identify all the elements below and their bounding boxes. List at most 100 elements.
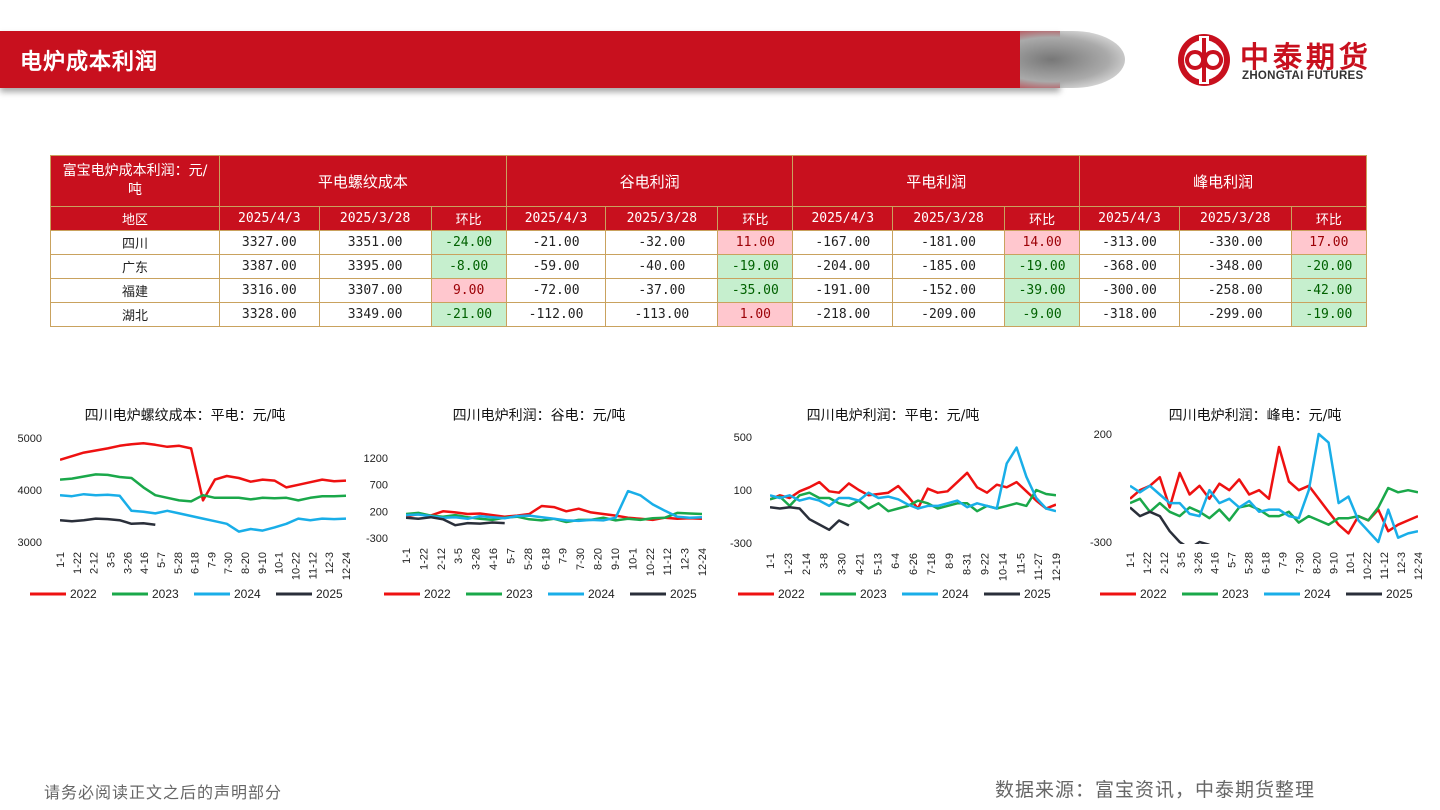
x-tick-label: 10-22 bbox=[291, 552, 303, 580]
col-date-prev: 2025/3/28 bbox=[892, 206, 1006, 231]
x-tick-label: 3-5 bbox=[105, 552, 117, 568]
chart-sichuan-valley-profit: 四川电炉利润：谷电：元/吨 -300 200 700 1200 1-1 1-22 2-12 3-… bbox=[362, 400, 712, 615]
x-tick-label: 5-7 bbox=[156, 552, 168, 568]
x-tick-label: 8-20 bbox=[1311, 552, 1323, 574]
region-cell: 广东 bbox=[50, 254, 220, 279]
x-tick-label: 6-18 bbox=[540, 548, 552, 570]
x-tick-label: 10-1 bbox=[1345, 552, 1357, 574]
x-tick-label: 12-3 bbox=[1396, 552, 1408, 574]
y-tick-label: -300 bbox=[730, 538, 752, 550]
x-tick-label: 2-14 bbox=[801, 553, 813, 575]
chart-svg: 四川电炉螺纹成本：平电：元/吨 3000 4000 5000 1-1 1-22 2-12 3-… bbox=[18, 408, 353, 601]
series-line-2022 bbox=[60, 441, 346, 502]
table-cell: -330.00 bbox=[1178, 230, 1292, 255]
table-cell: -32.00 bbox=[605, 230, 719, 255]
col-date-current: 2025/4/3 bbox=[505, 206, 607, 231]
x-tick-label: 1-1 bbox=[55, 552, 67, 568]
header-shadow bbox=[1020, 31, 1125, 88]
profit-table: 富宝电炉成本利润：元/吨 平电螺纹成本 谷电利润 平电利润 峰电利润 地区 20… bbox=[50, 155, 1368, 327]
x-tick-label: 5-7 bbox=[1227, 552, 1239, 568]
x-tick-label: 12-24 bbox=[697, 548, 709, 576]
x-tick-label: 12-24 bbox=[341, 552, 353, 580]
table-cell: -59.00 bbox=[505, 254, 607, 279]
series-line-2022 bbox=[1130, 445, 1418, 535]
x-tick-label: 12-24 bbox=[1413, 552, 1425, 580]
change-cell: 14.00 bbox=[1004, 230, 1081, 255]
table-cell: -181.00 bbox=[892, 230, 1006, 255]
x-tick-label: 1-22 bbox=[72, 552, 84, 574]
table-cell: 3349.00 bbox=[318, 302, 432, 327]
col-date-current: 2025/4/3 bbox=[219, 206, 320, 231]
x-tick-label: 3-26 bbox=[122, 552, 134, 574]
group-header-cost: 平电螺纹成本 bbox=[219, 155, 507, 207]
series-line-2024 bbox=[60, 492, 346, 533]
change-cell: 17.00 bbox=[1290, 230, 1368, 255]
group-header-peak: 峰电利润 bbox=[1079, 155, 1367, 207]
chart-svg: 四川电炉利润：平电：元/吨 -300 100 500 1-1 1-23 2-14 3-8 3-3… bbox=[730, 408, 1063, 601]
legend-label: 2022 bbox=[70, 587, 97, 601]
table-cell: -37.00 bbox=[605, 278, 719, 303]
company-logo: 中泰期货 ZHONGTAI FUTURES bbox=[1176, 30, 1416, 90]
x-tick-label: 3-8 bbox=[819, 553, 831, 569]
y-tick-label: 700 bbox=[370, 480, 388, 492]
table-cell: -300.00 bbox=[1079, 278, 1180, 303]
col-date-prev: 2025/3/28 bbox=[318, 206, 432, 231]
y-tick-label: 200 bbox=[1094, 429, 1112, 441]
series-line-2025 bbox=[60, 517, 156, 527]
table-cell: 3351.00 bbox=[318, 230, 432, 255]
chart-title: 四川电炉利润：平电：元/吨 bbox=[807, 408, 980, 424]
y-tick-label: 1200 bbox=[364, 453, 388, 465]
x-tick-label: 11-27 bbox=[1033, 553, 1045, 580]
chart-svg: 四川电炉利润：谷电：元/吨 -300 200 700 1200 1-1 1-22 2-12 3-… bbox=[364, 408, 709, 601]
x-tick-label: 12-19 bbox=[1051, 553, 1063, 581]
change-cell: -39.00 bbox=[1004, 278, 1081, 303]
change-cell: -19.00 bbox=[1290, 302, 1368, 327]
logo-mark-icon bbox=[1178, 34, 1230, 86]
x-tick-label: 4-21 bbox=[854, 553, 866, 575]
legend-label: 2025 bbox=[316, 587, 343, 601]
col-change: 环比 bbox=[430, 206, 507, 231]
legend-label: 2024 bbox=[942, 587, 969, 601]
x-tick-label: 3-30 bbox=[837, 553, 849, 575]
table-cell: -21.00 bbox=[505, 230, 607, 255]
table-row: 湖北 3328.00 3349.00 -21.00 -112.00 -113.0… bbox=[50, 302, 1368, 327]
legend-label: 2024 bbox=[588, 587, 615, 601]
series-line-2022 bbox=[406, 504, 702, 522]
x-tick-label: 12-3 bbox=[680, 548, 692, 570]
x-tick-label: 11-5 bbox=[1015, 553, 1027, 574]
region-cell: 四川 bbox=[50, 230, 220, 255]
x-tick-label: 1-1 bbox=[401, 548, 413, 564]
series-line-2025 bbox=[770, 505, 850, 532]
change-cell: -24.00 bbox=[430, 230, 507, 255]
x-tick-label: 10-22 bbox=[1362, 552, 1374, 580]
table-cell: -368.00 bbox=[1079, 254, 1180, 279]
legend-label: 2025 bbox=[670, 587, 697, 601]
table-cell: -299.00 bbox=[1178, 302, 1292, 327]
table-cell: 3327.00 bbox=[219, 230, 320, 255]
x-tick-label: 6-4 bbox=[890, 553, 902, 569]
header-bar bbox=[0, 31, 1060, 88]
change-cell: -9.00 bbox=[1004, 302, 1081, 327]
table-cell: -204.00 bbox=[792, 254, 894, 279]
disclaimer-note: 请务必阅读正文之后的声明部分 bbox=[44, 783, 283, 802]
change-cell: 1.00 bbox=[717, 302, 794, 327]
table-cell: -40.00 bbox=[605, 254, 719, 279]
x-tick-label: 1-22 bbox=[418, 548, 430, 570]
x-tick-label: 7-9 bbox=[1277, 552, 1289, 568]
table-cell: 3395.00 bbox=[318, 254, 432, 279]
x-tick-label: 9-10 bbox=[610, 548, 622, 570]
table-corner-header: 富宝电炉成本利润：元/吨 bbox=[50, 155, 220, 207]
x-tick-label: 12-3 bbox=[324, 552, 336, 574]
y-tick-label: 500 bbox=[734, 432, 752, 444]
series-line-2023 bbox=[60, 473, 346, 503]
legend-label: 2025 bbox=[1024, 587, 1051, 601]
table-cell: -209.00 bbox=[892, 302, 1006, 327]
legend-label: 2024 bbox=[1304, 587, 1331, 601]
x-tick-label: 3-26 bbox=[1193, 552, 1205, 574]
region-cell: 福建 bbox=[50, 278, 220, 303]
col-date-current: 2025/4/3 bbox=[1079, 206, 1180, 231]
x-tick-label: 9-10 bbox=[257, 552, 269, 574]
x-tick-label: 7-9 bbox=[558, 548, 570, 564]
legend-label: 2022 bbox=[778, 587, 805, 601]
logo-text-cn: 中泰期货 bbox=[1240, 40, 1373, 74]
